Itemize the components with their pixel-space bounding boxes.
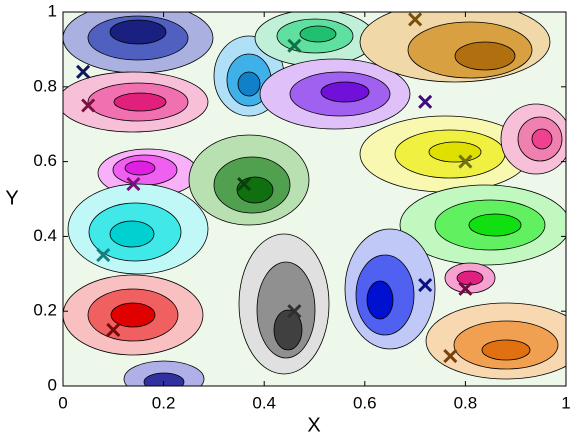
- x-marker: [96, 248, 111, 263]
- x-marker: [237, 176, 252, 192]
- x-marker: [418, 277, 433, 293]
- x-marker: [126, 176, 141, 192]
- y-tick-label: 1: [48, 1, 57, 20]
- x-axis-label: X: [307, 414, 320, 436]
- x-marker: [106, 322, 121, 337]
- x-marker: [458, 281, 473, 296]
- x-marker: [418, 94, 433, 109]
- x-marker: [443, 349, 458, 364]
- y-axis-label: Y: [5, 187, 18, 209]
- x-marker: [458, 154, 473, 169]
- x-tick-label: 0.6: [353, 393, 377, 412]
- y-tick-label: 0.6: [33, 151, 57, 170]
- x-marker: [81, 98, 96, 113]
- x-marker: [287, 38, 302, 53]
- x-marker: [287, 304, 302, 319]
- x-marker: [76, 64, 91, 79]
- x-tick-label: 0.4: [252, 393, 276, 412]
- y-tick-label: 0.2: [33, 301, 57, 320]
- x-tick-label: 1: [561, 393, 570, 412]
- y-tick-label: 0.4: [33, 226, 57, 245]
- x-tick-label: 0.2: [152, 393, 176, 412]
- y-tick-label: 0.8: [33, 76, 57, 95]
- y-tick-label: 0: [48, 375, 57, 394]
- x-tick-label: 0.8: [454, 393, 478, 412]
- contour-field: [63, 12, 566, 386]
- x-tick-label: 0: [58, 393, 67, 412]
- x-marker: [408, 12, 423, 27]
- plot-frame: [62, 11, 567, 387]
